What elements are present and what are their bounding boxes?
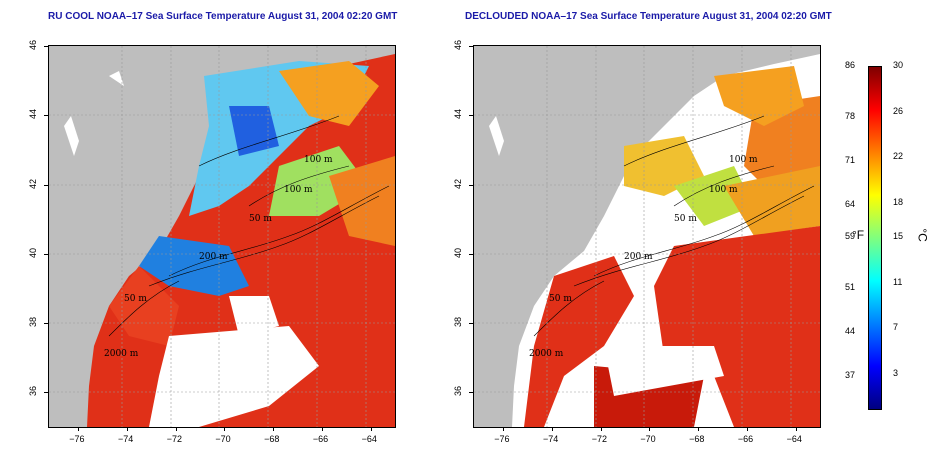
left-map-title: RU COOL NOAA–17 Sea Surface Temperature …: [48, 11, 398, 22]
right-map-x-tick-mark: [795, 427, 797, 431]
left-map-y-tick-mark: [44, 46, 48, 47]
left-map-x-tick-label: −72: [166, 434, 182, 444]
right-contour-label-5: 50 m: [549, 294, 572, 304]
colorbar-celsius-tick: 7: [893, 322, 899, 333]
right-contour-label-6: 2000 m: [529, 349, 564, 359]
right-map-x-tick-label: −74: [542, 434, 559, 444]
declouded-sst-map[interactable]: 100 m 100 m 50 m 200 m 50 m 2000 m: [473, 45, 821, 428]
left-map-x-tick-mark: [175, 427, 177, 431]
right-contour-label-1: 100 m: [729, 155, 758, 165]
left-map-x-tick-label: −68: [264, 434, 280, 444]
left-map-y-tick-mark: [44, 184, 48, 186]
declouded-sst-map-image: 100 m 100 m 50 m 200 m 50 m 2000 m: [474, 46, 820, 427]
right-map-x-tick-mark: [698, 427, 700, 431]
right-map-x-tick-label: −70: [640, 434, 656, 444]
colorbar-celsius-tick: 18: [893, 196, 904, 207]
left-map-y-tick-mark: [44, 323, 48, 325]
left-map-x-tick-mark: [273, 427, 275, 431]
left-map-x-tick-mark: [321, 427, 323, 431]
raw-sst-map[interactable]: 100 m 100 m 50 m 200 m 50 m 2000 m: [48, 45, 396, 428]
right-map-y-tick-mark: [469, 46, 473, 47]
colorbar-celsius-tick: 30: [893, 60, 904, 70]
right-map-y-tick-mark: [469, 253, 473, 255]
colorbar-celsius-tick: 15: [893, 231, 904, 241]
colorbar-fahrenheit-tick: 37: [845, 370, 856, 381]
right-map-y-tick-mark: [469, 392, 473, 394]
colorbar-fahrenheit-tick: 64: [845, 199, 856, 210]
left-map-x-tick-label: −76: [69, 434, 85, 444]
right-map-y-tick-mark: [469, 184, 473, 186]
right-contour-label-3: 50 m: [674, 214, 697, 224]
colorbar-celsius-tick: 3: [893, 367, 899, 378]
left-map-x-tick-label: −66: [312, 434, 329, 444]
raw-sst-map-image: 100 m 100 m 50 m 200 m 50 m 2000 m: [49, 46, 395, 427]
right-map-x-tick-mark: [551, 427, 553, 431]
left-map-x-tick-mark: [78, 427, 80, 431]
left-map-y-tick-label: 36: [28, 386, 39, 397]
celsius-unit-label: °C: [915, 228, 930, 242]
right-map-x-tick-label: −76: [494, 434, 510, 444]
left-map-y-tick-label: 40: [28, 247, 39, 258]
right-map-y-tick-mark: [469, 115, 473, 117]
right-map-y-tick-mark: [469, 323, 473, 325]
right-map-y-tick-label: 38: [453, 317, 464, 328]
right-map-x-tick-mark: [600, 427, 602, 431]
left-contour-label-6: 2000 m: [104, 349, 139, 359]
colorbar-fahrenheit-tick: 59: [845, 231, 856, 241]
colorbar-fahrenheit-tick: 86: [845, 60, 856, 70]
left-contour-label-2: 100 m: [284, 185, 313, 195]
right-map-x-tick-mark: [649, 427, 651, 431]
right-map-title: DECLOUDED NOAA–17 Sea Surface Temperatur…: [465, 11, 832, 22]
left-contour-label-1: 100 m: [304, 155, 333, 165]
right-map-x-tick-mark: [746, 427, 748, 431]
right-map-x-tick-label: −68: [689, 434, 705, 444]
fahrenheit-unit-label: °F: [852, 228, 865, 242]
left-map-x-tick-label: −74: [117, 434, 134, 444]
colorbar-celsius-tick: 11: [893, 276, 903, 287]
left-map-x-tick-mark: [224, 427, 226, 431]
left-contour-label-4: 200 m: [199, 252, 228, 262]
right-contour-label-4: 200 m: [624, 252, 653, 262]
left-contour-label-3: 50 m: [249, 214, 272, 224]
right-map-y-tick-label: 42: [453, 178, 464, 189]
colorbar-celsius-tick: 26: [893, 105, 904, 116]
right-map-y-tick-label: 46: [453, 39, 464, 51]
left-map-x-tick-mark: [370, 427, 372, 431]
left-map-x-tick-mark: [126, 427, 128, 431]
left-map-y-tick-label: 42: [28, 178, 39, 189]
colorbar-fahrenheit-tick: 71: [845, 155, 856, 165]
right-contour-label-2: 100 m: [709, 185, 738, 195]
right-map-y-tick-label: 44: [453, 109, 464, 120]
colorbar-fahrenheit-tick: 51: [845, 281, 856, 292]
right-map-x-tick-label: −66: [737, 434, 754, 444]
temperature-colorbar: [868, 66, 882, 410]
colorbar-fahrenheit-tick: 44: [845, 326, 856, 336]
right-map-y-tick-label: 36: [453, 386, 464, 397]
left-map-x-tick-label: −70: [215, 434, 231, 444]
left-map-y-tick-mark: [44, 253, 48, 255]
left-map-y-tick-label: 44: [28, 109, 39, 120]
left-map-y-tick-mark: [44, 115, 48, 117]
colorbar-fahrenheit-tick: 78: [845, 110, 856, 121]
right-map-y-tick-label: 40: [453, 247, 464, 258]
colorbar-celsius-tick: 22: [893, 151, 904, 162]
right-map-x-tick-mark: [503, 427, 505, 431]
left-map-y-tick-label: 46: [28, 39, 39, 51]
right-map-x-tick-label: −64: [786, 434, 802, 444]
left-contour-label-5: 50 m: [124, 294, 147, 304]
left-map-x-tick-label: −64: [361, 434, 377, 444]
left-map-y-tick-mark: [44, 392, 48, 394]
left-map-y-tick-label: 38: [28, 317, 39, 328]
right-map-x-tick-label: −72: [591, 434, 607, 444]
